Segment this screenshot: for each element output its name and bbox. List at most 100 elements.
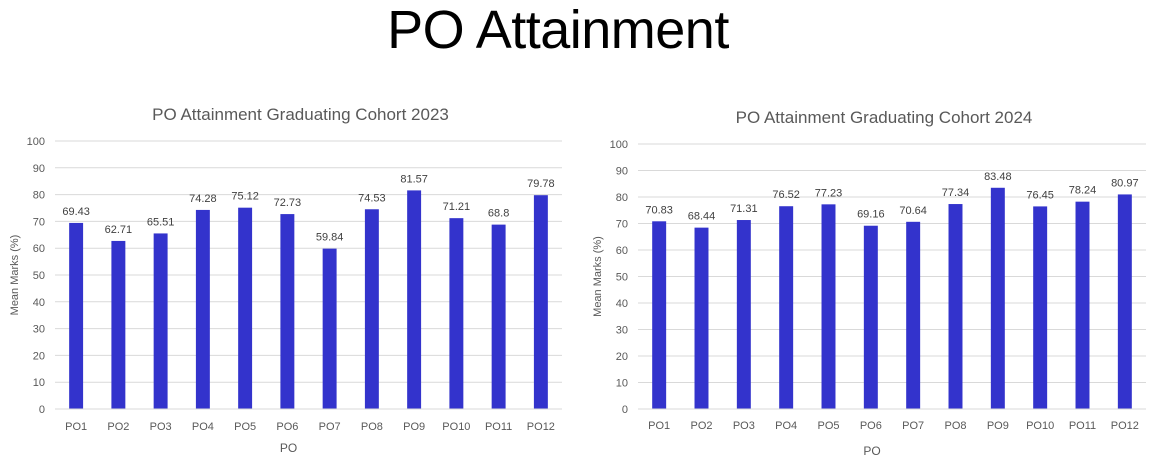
x-tick-label: PO6: [276, 421, 298, 433]
bar-po12: [533, 195, 548, 409]
x-tick-label: PO8: [361, 421, 383, 433]
data-label: 69.43: [62, 206, 90, 218]
y-tick-label: 80: [33, 190, 45, 202]
x-tick-label: PO7: [902, 420, 924, 432]
bar-po3: [153, 233, 168, 409]
y-axis-title: Mean Marks (%): [592, 236, 604, 317]
data-label: 70.64: [899, 205, 927, 217]
x-tick-label: PO12: [1111, 420, 1139, 432]
data-label: 83.48: [984, 171, 1012, 183]
bar-po11: [1075, 201, 1090, 409]
chart-2023: PO Attainment Graduating Cohort 2023 0 10 2…: [0, 95, 570, 468]
y-tick-label: 20: [616, 351, 628, 363]
bar-po1: [652, 221, 667, 409]
x-tick-label: PO2: [690, 420, 712, 432]
y-tick-label: 80: [616, 192, 628, 204]
x-tick-label: PO9: [403, 421, 425, 433]
x-axis-title: PO: [280, 441, 297, 455]
x-tick-label: PO4: [192, 421, 214, 433]
x-tick-label: PO1: [648, 420, 670, 432]
bar-po6: [280, 214, 295, 409]
x-tick-label: PO2: [107, 421, 129, 433]
data-label: 70.83: [645, 204, 673, 216]
x-tick-label: PO5: [817, 420, 839, 432]
page-title: PO Attainment: [387, 0, 729, 60]
y-tick-label: 90: [33, 163, 45, 175]
data-label: 78.24: [1069, 185, 1097, 197]
x-tick-label: PO4: [775, 420, 797, 432]
y-tick-label: 50: [33, 270, 45, 282]
y-tick-label: 40: [33, 297, 45, 309]
bar-po2: [694, 227, 709, 409]
data-label: 65.51: [147, 216, 175, 228]
x-tick-label: PO9: [987, 420, 1009, 432]
y-tick-label: 70: [616, 219, 628, 231]
bar-po8: [364, 209, 379, 409]
data-label: 59.84: [316, 232, 344, 244]
x-tick-label: PO10: [1026, 420, 1054, 432]
bar-po7: [906, 221, 921, 409]
y-tick-label: 20: [33, 350, 45, 362]
data-label: 76.52: [772, 189, 800, 201]
data-label: 76.45: [1026, 189, 1054, 201]
y-tick-label: 50: [616, 272, 628, 284]
x-tick-label: PO1: [65, 421, 87, 433]
y-axis-title: Mean Marks (%): [9, 235, 21, 316]
x-tick-label: PO3: [150, 421, 172, 433]
y-tick-label: 90: [616, 166, 628, 178]
bar-po10: [1033, 206, 1048, 409]
y-tick-label: 70: [33, 216, 45, 228]
bar-po1: [69, 222, 84, 409]
y-tick-label: 30: [616, 325, 628, 337]
chart-2024: PO Attainment Graduating Cohort 2024 0 10 2…: [585, 98, 1158, 468]
bar-po10: [449, 218, 464, 409]
y-tick-label: 60: [616, 245, 628, 257]
y-tick-label: 30: [33, 324, 45, 336]
chart-2024-svg: PO Attainment Graduating Cohort 2024 0 10 2…: [592, 108, 1146, 458]
data-label: 62.71: [105, 224, 133, 236]
y-tick-label: 60: [33, 243, 45, 255]
x-tick-label: PO7: [319, 421, 341, 433]
data-label: 69.16: [857, 209, 885, 221]
chart-2023-svg: PO Attainment Graduating Cohort 2023 0 10 2…: [9, 105, 562, 455]
x-tick-label: PO11: [485, 421, 512, 433]
bar-po9: [407, 190, 422, 409]
data-label: 71.21: [443, 201, 471, 213]
data-label: 74.53: [358, 192, 386, 204]
data-label: 75.12: [231, 191, 259, 203]
y-tick-label: 10: [33, 377, 45, 389]
bar-po3: [736, 220, 751, 409]
y-tick-label: 40: [616, 298, 628, 310]
x-tick-label: PO10: [442, 421, 470, 433]
chart-title: PO Attainment Graduating Cohort 2023: [152, 105, 449, 124]
data-label: 81.57: [400, 173, 428, 185]
x-tick-label: PO6: [860, 420, 882, 432]
bar-po9: [990, 187, 1005, 409]
bar-po8: [948, 204, 963, 409]
data-label: 77.34: [942, 187, 970, 199]
x-tick-label: PO8: [944, 420, 966, 432]
x-tick-label: PO5: [234, 421, 256, 433]
data-label: 74.28: [189, 193, 217, 205]
data-label: 79.78: [527, 178, 555, 190]
bar-po5: [238, 207, 253, 409]
data-label: 68.8: [488, 208, 509, 220]
data-label: 71.31: [730, 203, 758, 215]
y-tick-label: 10: [616, 378, 628, 390]
bar-po4: [195, 209, 210, 409]
bar-po2: [111, 240, 126, 409]
y-tick-label: 100: [27, 136, 45, 148]
x-tick-label: PO11: [1069, 420, 1096, 432]
data-label: 72.73: [274, 197, 302, 209]
bar-po7: [322, 248, 337, 409]
bar-po4: [779, 206, 794, 409]
data-label: 80.97: [1111, 177, 1139, 189]
x-tick-label: PO12: [527, 421, 555, 433]
y-tick-label: 0: [622, 404, 628, 416]
y-tick-label: 0: [39, 404, 45, 416]
bar-po11: [491, 224, 506, 409]
x-axis-title: PO: [863, 444, 880, 458]
bar-po12: [1117, 194, 1132, 409]
chart-title: PO Attainment Graduating Cohort 2024: [736, 108, 1033, 127]
x-tick-label: PO3: [733, 420, 755, 432]
